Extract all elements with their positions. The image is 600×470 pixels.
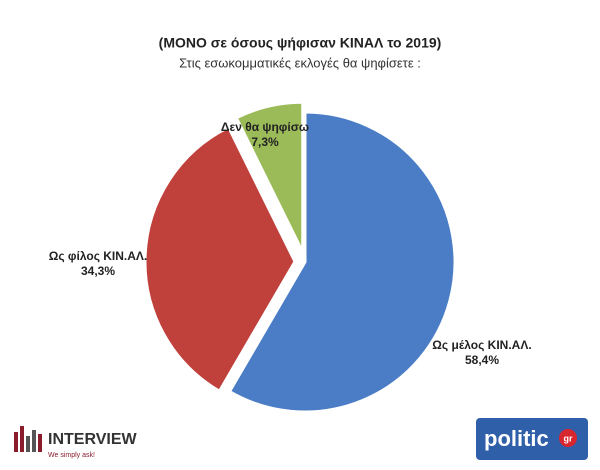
logo-bar (20, 426, 24, 452)
logo-name: politic (484, 426, 549, 451)
slice-value-label: 34,3% (81, 264, 115, 278)
pie-slice (234, 100, 305, 253)
pie (143, 100, 457, 414)
logo-bar (32, 430, 36, 452)
slice-value-label: 7,3% (251, 135, 279, 149)
slice-value-label: 58,4% (465, 353, 499, 367)
slice-label: Δεν θα ψηφίσω (221, 120, 309, 134)
slice-label: Ως μέλος ΚΙΝ.ΑΛ. (432, 338, 531, 352)
logo-dot (559, 429, 577, 447)
logo-box (476, 418, 588, 460)
pie-slice (143, 125, 297, 394)
politic-logo: politic gr (476, 418, 588, 460)
logo-bar (38, 434, 42, 452)
logo-bar (14, 432, 18, 452)
logo-name: INTERVIEW (48, 431, 138, 448)
slice-label: Ως φίλος ΚΙΝ.ΑΛ. (49, 249, 148, 263)
pie-slice (227, 110, 457, 414)
logo-tagline: We simply ask! (48, 452, 95, 459)
chart-title: (ΜΟΝΟ σε όσους ψήφισαν ΚΙΝΑΛ το 2019) (159, 35, 442, 51)
interview-logo: INTERVIEW We simply ask! (14, 426, 138, 459)
logo-bar (26, 436, 30, 452)
chart-subtitle: Στις εσωκομματικές εκλογές θα ψηφίσετε : (179, 55, 421, 70)
logo-suffix: gr (564, 433, 573, 443)
